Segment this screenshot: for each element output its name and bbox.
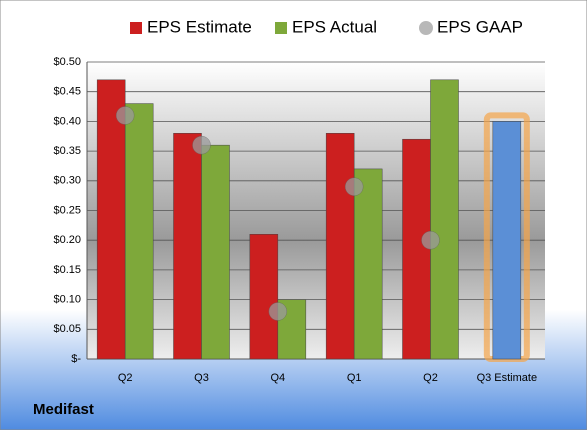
x-tick-label: Q2 (118, 372, 133, 384)
y-tick-label: $0.40 (53, 115, 81, 127)
gaap-marker (421, 230, 440, 250)
y-tick-label: $0.20 (53, 234, 81, 246)
y-tick-label: $0.10 (53, 294, 81, 306)
bar (325, 133, 355, 360)
bar (492, 121, 522, 360)
bar (249, 234, 279, 360)
bar (353, 168, 383, 360)
bar (124, 103, 154, 360)
y-tick-label: $0.35 (53, 145, 81, 157)
y-tick-label: $0.05 (53, 323, 81, 335)
y-tick-label: $0.30 (53, 175, 81, 187)
y-tick-label: $0.25 (53, 204, 81, 216)
x-tick-label: Q3 (194, 372, 209, 384)
legend-label: EPS Actual (292, 17, 377, 36)
x-tick-label: Q1 (347, 372, 362, 384)
y-tick-label: $- (71, 353, 81, 365)
y-tick-label: $0.50 (53, 56, 81, 68)
legend-label: EPS Estimate (147, 17, 252, 36)
x-tick-label: Q2 (423, 372, 438, 384)
y-tick-label: $0.45 (53, 86, 81, 98)
bar (96, 79, 126, 360)
gaap-marker (192, 135, 211, 155)
legend-label: EPS GAAP (437, 17, 523, 36)
y-tick-label: $0.15 (53, 264, 81, 276)
bar (430, 79, 459, 360)
gaap-marker (344, 177, 364, 196)
x-tick-label: Q4 (270, 372, 285, 384)
bar (173, 133, 202, 360)
legend: EPS Estimate EPS Actual EPS GAAP (130, 17, 523, 36)
company-label: Medifast (33, 401, 94, 418)
bar (402, 138, 431, 360)
gaap-marker (115, 106, 135, 125)
legend-marker (419, 21, 433, 35)
bar (201, 144, 230, 360)
gaap-marker (268, 302, 288, 321)
x-tick-label: Q3 Estimate (477, 372, 538, 384)
legend-marker (130, 22, 142, 34)
legend-marker (275, 22, 287, 34)
